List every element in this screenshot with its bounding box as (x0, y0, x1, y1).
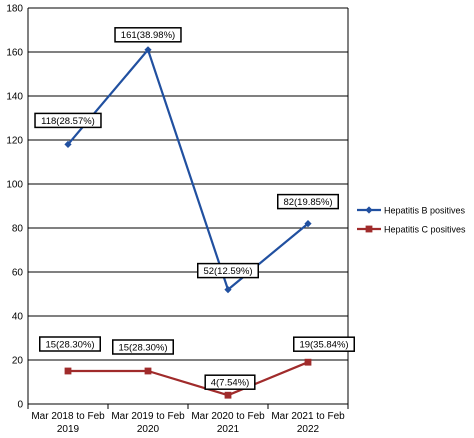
data-label-box (34, 112, 102, 129)
y-tick-label: 20 (12, 356, 24, 367)
data-label-box (112, 339, 174, 355)
y-tick-label: 180 (6, 4, 23, 15)
data-label: 19(35.84%) (293, 336, 355, 352)
data-point-hepatitis-c (304, 358, 312, 366)
data-label-box (277, 193, 339, 210)
data-point-hepatitis-c (224, 391, 232, 399)
series-group (64, 46, 312, 399)
data-point-hepatitis-b (304, 220, 312, 228)
x-tick-label-line: 2020 (137, 424, 160, 435)
legend-label-hepatitis-b: Hepatitis B positives (384, 205, 466, 215)
data-label-box (197, 262, 259, 279)
y-axis-ticks: 0 20 40 60 80 100 120 140 160 180 (6, 4, 23, 411)
y-tick-label: 160 (6, 48, 23, 59)
data-label: 118(28.57%) (34, 112, 102, 129)
x-tick-label-line: 2021 (217, 424, 240, 435)
legend-marker-hepatitis-b (365, 206, 373, 214)
x-tick-label-line: 2022 (297, 424, 320, 435)
data-label-text: 15(28.30%) (118, 342, 167, 353)
y-tick-label: 0 (17, 400, 23, 411)
x-tick-label-line: Mar 2020 to Feb (191, 411, 265, 422)
x-tick-label-line: Mar 2019 to Feb (111, 411, 185, 422)
data-label: 15(28.30%) (112, 339, 174, 355)
data-label: 82(19.85%) (277, 193, 339, 210)
y-tick-label: 80 (12, 224, 24, 235)
legend-label-hepatitis-c: Hepatitis C positives (384, 224, 466, 234)
y-tick-label: 140 (6, 92, 23, 103)
data-label: 4(7.54%) (204, 374, 256, 390)
data-point-hepatitis-b (224, 286, 232, 294)
data-label: 52(12.59%) (197, 262, 259, 279)
series-line-hepatitis-c (68, 361, 309, 397)
data-label-box (39, 336, 101, 352)
data-point-hepatitis-b (64, 140, 72, 148)
data-label: 15(28.30%) (39, 336, 101, 352)
y-tick-label: 120 (6, 136, 23, 147)
data-label-text: 52(12.59%) (203, 266, 252, 277)
data-label-text: 118(28.57%) (41, 116, 95, 127)
legend: Hepatitis B positives Hepatitis C positiv… (357, 205, 466, 234)
data-label-box (204, 374, 256, 390)
data-label-text: 19(35.84%) (299, 340, 348, 351)
x-tick-label: Mar 2019 to Feb 2020 (111, 411, 185, 435)
x-tick-label: Mar 2021 to Feb 2022 (271, 411, 345, 435)
legend-marker-hepatitis-c (365, 225, 373, 233)
data-point-hepatitis-c (144, 367, 152, 375)
gridlines (28, 7, 348, 361)
data-label-text: 82(19.85%) (283, 197, 332, 208)
data-point-hepatitis-b (144, 46, 152, 54)
x-tick-label: Mar 2018 to Feb 2019 (31, 411, 105, 435)
y-tick-label: 100 (6, 180, 23, 191)
data-label: 161(38.98%) (114, 27, 182, 43)
y-tick-label: 40 (12, 312, 24, 323)
x-tick-label-line: 2019 (57, 424, 80, 435)
data-label-box (114, 27, 182, 43)
data-labels: 118(28.57%) 161(38.98%) 52(12.59%) 82(19.85… (34, 27, 355, 390)
data-label-text: 4(7.54%) (211, 378, 250, 389)
data-label-text: 161(38.98%) (121, 30, 175, 41)
series-line-hepatitis-b (67, 48, 309, 291)
x-tick-label-line: Mar 2021 to Feb (271, 411, 345, 422)
data-point-hepatitis-c (64, 367, 72, 375)
x-tick-label-line: Mar 2018 to Feb (31, 411, 105, 422)
data-label-text: 15(28.30%) (45, 339, 94, 350)
x-tick-label: Mar 2020 to Feb 2021 (191, 411, 265, 435)
y-tick-label: 60 (12, 268, 24, 279)
data-label-box (293, 336, 355, 352)
